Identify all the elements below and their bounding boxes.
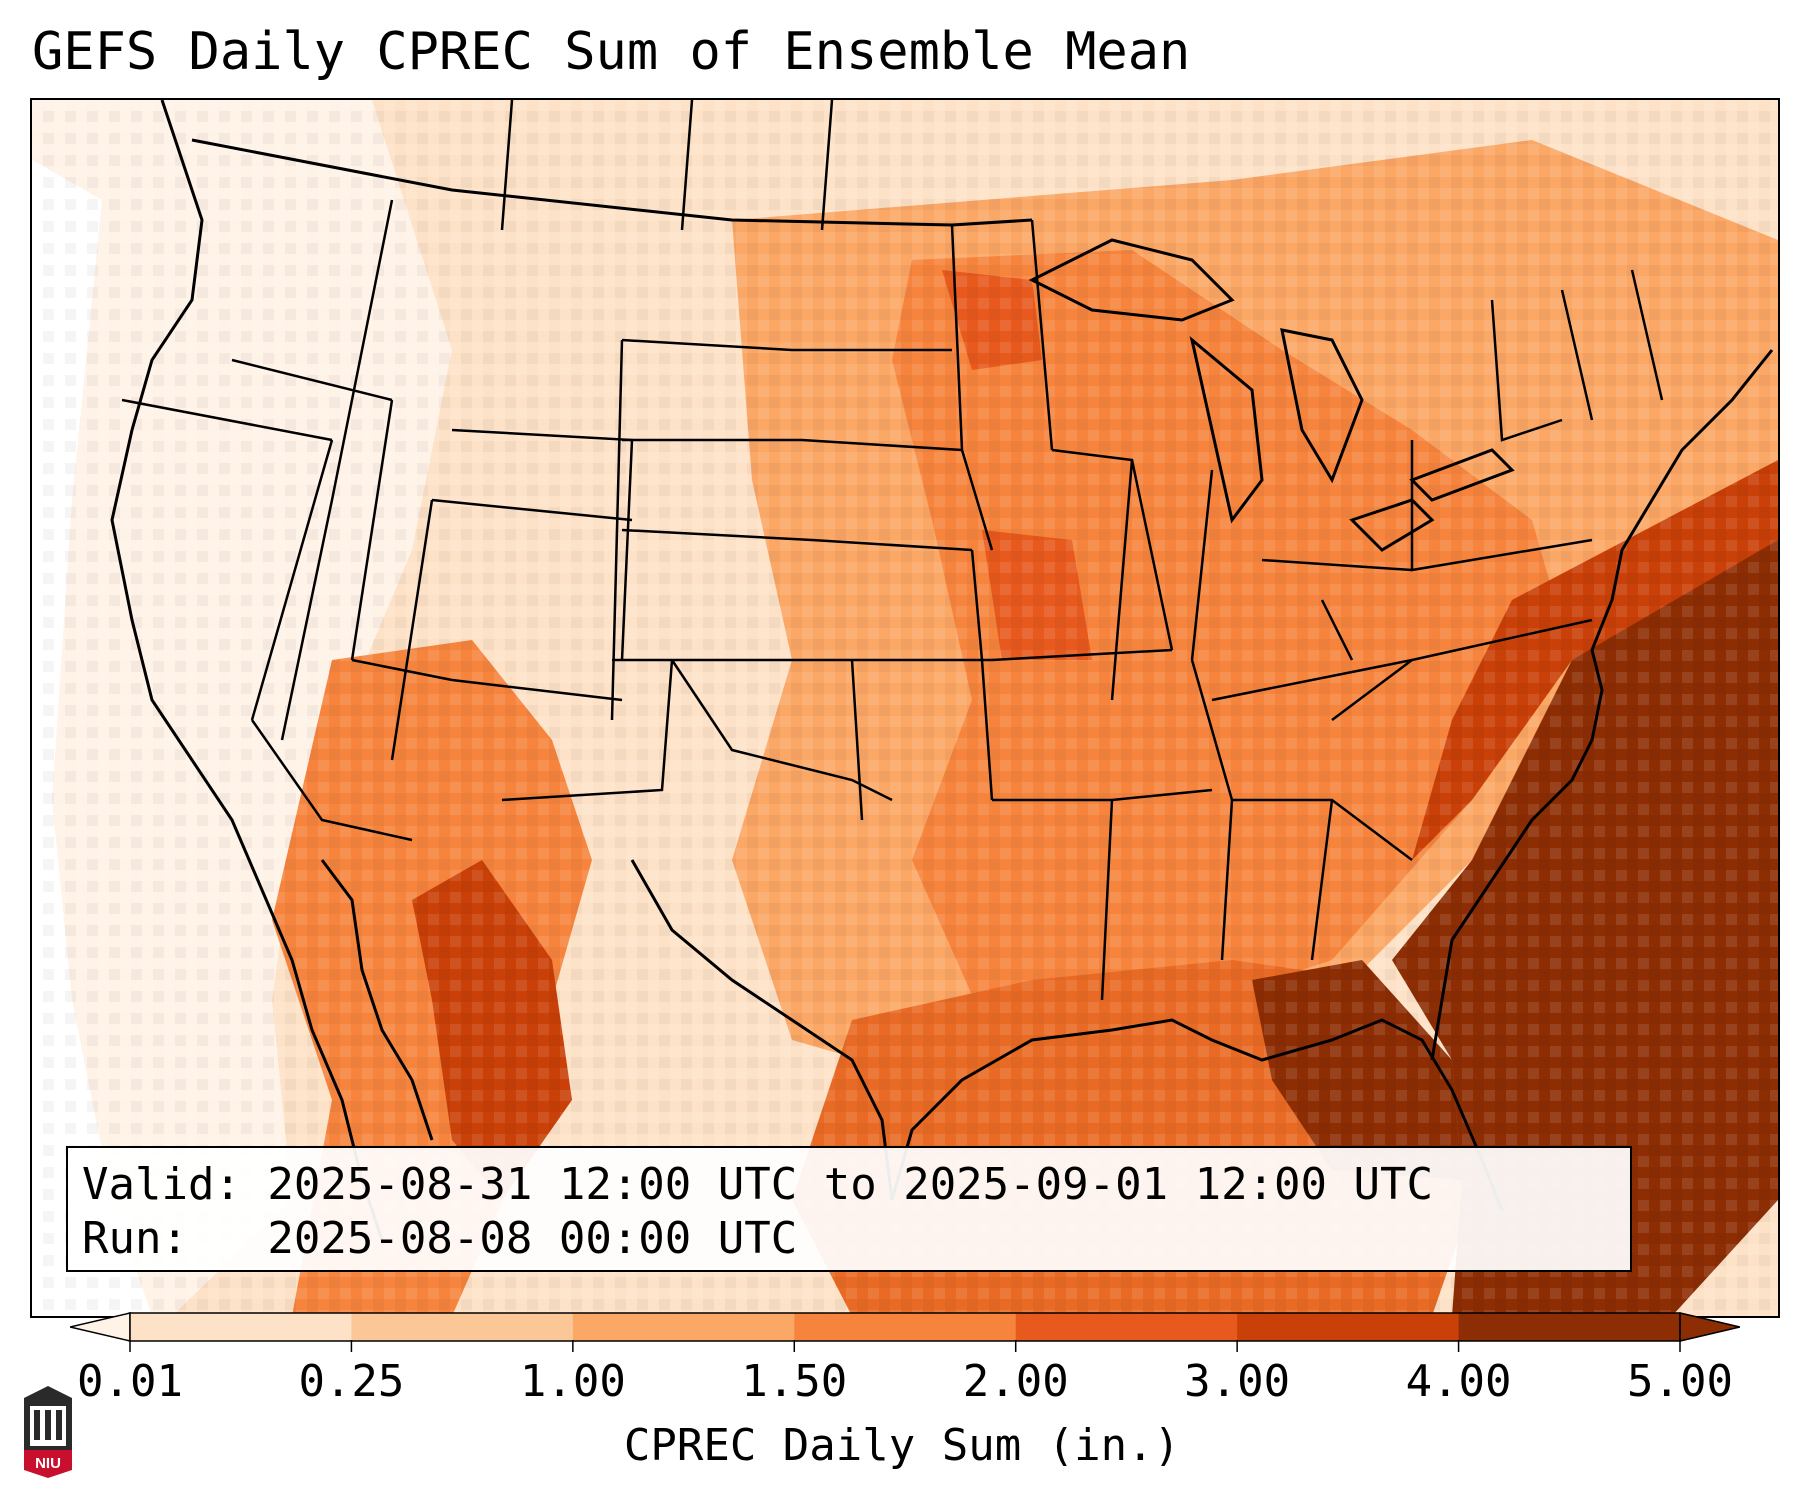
colorbar-label: CPREC Daily Sum (in.) xyxy=(623,1420,1181,1471)
colorbar-segment xyxy=(130,1313,352,1341)
colorbar-segment xyxy=(351,1313,574,1341)
coastline xyxy=(110,100,1774,1241)
colorbar-segment xyxy=(1458,1313,1681,1341)
colorbar xyxy=(69,1312,1741,1352)
precip-map xyxy=(30,98,1780,1318)
colorbar-segment xyxy=(572,1313,795,1341)
colorbar-svg xyxy=(69,1312,1741,1352)
colorbar-tick-label: 1.00 xyxy=(519,1356,626,1407)
colorbar-segment xyxy=(1015,1313,1238,1341)
logo-text: NIU xyxy=(35,1455,61,1472)
colorbar-tick-label: 2.00 xyxy=(962,1356,1069,1407)
border-canada-us xyxy=(191,138,1033,227)
colorbar-outline xyxy=(129,1312,1681,1342)
colorbar-tick-label: 3.00 xyxy=(1184,1356,1291,1407)
chart-title: GEFS Daily CPREC Sum of Ensemble Mean xyxy=(32,22,1191,82)
colorbar-tick-label: 4.00 xyxy=(1405,1356,1512,1407)
colorbar-extend-high xyxy=(1679,1312,1741,1342)
niu-logo: NIU xyxy=(20,1384,76,1480)
colorbar-tick-label: 1.50 xyxy=(741,1356,848,1407)
colorbar-tick-label: 0.25 xyxy=(298,1356,405,1407)
grid-texture xyxy=(32,100,1778,1316)
valid-time-text: Valid: 2025-08-31 12:00 UTC to 2025-09-0… xyxy=(82,1159,1434,1210)
colorbar-segment xyxy=(1237,1313,1460,1341)
colorbar-tick-label: 0.01 xyxy=(77,1356,183,1407)
info-box: Valid: 2025-08-31 12:00 UTC to 2025-09-0… xyxy=(66,1146,1632,1272)
run-time-text: Run: 2025-08-08 00:00 UTC xyxy=(82,1213,798,1264)
map-canvas xyxy=(32,100,1778,1316)
colorbar-tick-label: 5.00 xyxy=(1627,1356,1733,1407)
state-borders xyxy=(121,100,1664,1001)
niu-logo-graphic: NIU xyxy=(24,1386,72,1478)
colorbar-extend-low xyxy=(69,1312,131,1342)
colorbar-segment xyxy=(794,1313,1017,1341)
great-lakes xyxy=(1028,238,1515,552)
